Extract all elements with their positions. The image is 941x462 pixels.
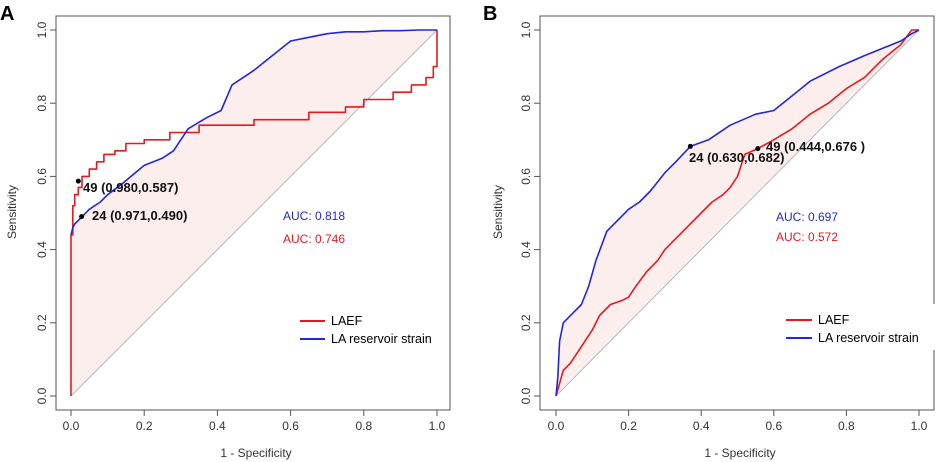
y-tick-label: 0.6 xyxy=(519,168,533,185)
panel-a-annotation-laef: 49 (0.980,0.587) xyxy=(83,180,178,195)
panel-b-auc-strain: AUC: 0.697 xyxy=(776,210,838,224)
x-tick-label: 0.2 xyxy=(620,419,637,433)
panel-a-legend-strain-label: LA reservoir strain xyxy=(331,332,432,346)
y-tick-label: 0.6 xyxy=(35,168,49,185)
series-line-strain xyxy=(555,29,920,397)
y-tick-label: 0.8 xyxy=(519,95,533,112)
y-tick-label: 0.0 xyxy=(35,387,49,404)
x-tick-label: 0.6 xyxy=(765,419,782,433)
panel-b-x-axis-title: 1 - Specificity xyxy=(704,446,775,460)
y-tick-label: 0.4 xyxy=(519,241,533,258)
panel-b-legend-strain-label: LA reservoir strain xyxy=(818,331,919,345)
panel-a-legend-box xyxy=(288,304,446,350)
x-tick-label: 0.0 xyxy=(63,419,80,433)
plot-frame xyxy=(55,15,451,411)
y-tick-label: 0.4 xyxy=(35,241,49,258)
series-line-laef xyxy=(555,29,919,397)
panel-b-letter: B xyxy=(483,3,497,25)
y-tick-label: 0.2 xyxy=(35,314,49,331)
panel-a-legend-laef-label: LAEF xyxy=(331,314,363,328)
y-tick-label: 0.2 xyxy=(519,314,533,331)
panel-b-y-axis-title: Sensitivity xyxy=(491,185,505,239)
panel-b-annotation-strain: 24 (0.630,0.682) xyxy=(689,150,784,165)
panel-b-annotation-laef: 49 (0.444,0.676 ) xyxy=(766,139,865,154)
panel-a-y-axis-title: Sensitivity xyxy=(5,185,19,239)
plot-frame xyxy=(539,15,935,411)
diagonal-reference-line xyxy=(555,29,920,397)
x-tick-label: 0.4 xyxy=(693,419,710,433)
series-line-strain xyxy=(70,29,437,236)
y-tick-label: 1.0 xyxy=(35,21,49,38)
y-tick-label: 1.0 xyxy=(519,21,533,38)
panel-b: B 0.0 0.2 0.4 0.6 0.8 1.0 0.0 0.2 0.4 0.6 0.8 1.0 1… xyxy=(483,3,938,460)
y-tick-label: 0.8 xyxy=(35,95,49,112)
panel-b-plot: 0.0 0.2 0.4 0.6 0.8 1.0 0.0 0.2 0.4 0.6 0.8 1.0 xyxy=(519,15,935,433)
panel-a-auc-strain: AUC: 0.818 xyxy=(283,209,345,223)
annotation-point-strain xyxy=(79,214,85,220)
x-tick-label: 0.8 xyxy=(838,419,855,433)
x-tick-label: 0.4 xyxy=(209,419,226,433)
x-tick-label: 0.6 xyxy=(282,419,299,433)
y-tick-label: 0.0 xyxy=(519,387,533,404)
panel-a: A 0.0 0.2 0.4 0.6 0.8 1.0 0.0 0.2 0.4 0.6 0.8 1.0 1… xyxy=(0,3,451,460)
annotation-point-laef xyxy=(755,146,761,152)
panel-a-letter: A xyxy=(0,3,14,25)
panel-a-plot: 0.0 0.2 0.4 0.6 0.8 1.0 0.0 0.2 0.4 0.6 0.8 1.0 xyxy=(35,15,451,433)
panel-a-annotation-strain: 24 (0.971,0.490) xyxy=(92,208,187,223)
x-tick-label: 0.0 xyxy=(548,419,565,433)
panel-b-auc-laef: AUC: 0.572 xyxy=(776,230,838,244)
panel-b-legend: LAEF LA reservoir strain xyxy=(773,304,938,350)
x-tick-label: 0.2 xyxy=(136,419,153,433)
x-tick-label: 0.8 xyxy=(355,419,372,433)
x-tick-label: 1.0 xyxy=(429,419,446,433)
panel-b-legend-laef-label: LAEF xyxy=(818,313,850,327)
diagonal-reference-line xyxy=(70,29,438,397)
panel-a-legend: LAEF LA reservoir strain xyxy=(288,304,446,350)
series-line-laef xyxy=(70,30,438,396)
annotation-point-laef xyxy=(75,178,81,184)
panel-b-legend-box xyxy=(773,304,938,350)
annotation-point-strain xyxy=(687,143,693,149)
panel-a-auc-laef: AUC: 0.746 xyxy=(283,232,345,246)
x-tick-label: 1.0 xyxy=(911,419,928,433)
panel-a-x-axis-title: 1 - Specificity xyxy=(220,446,291,460)
